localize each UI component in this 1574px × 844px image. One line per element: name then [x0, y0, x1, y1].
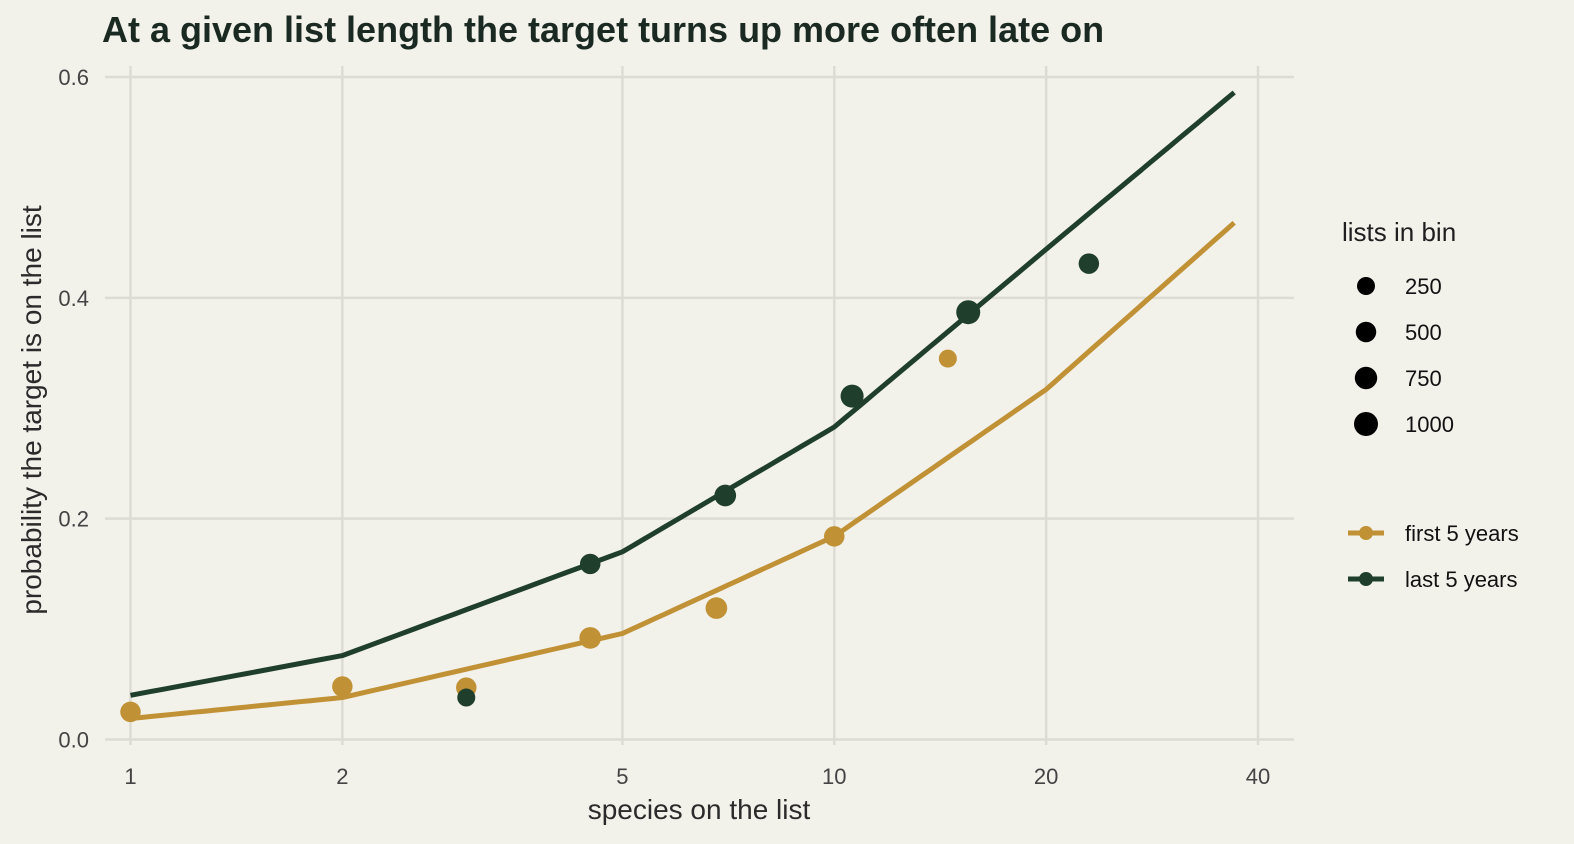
- data-point-last-5-years: [956, 300, 981, 325]
- data-point-first-5-years: [120, 701, 141, 723]
- data-point-first-5-years: [332, 676, 353, 697]
- size-legend-label: 500: [1405, 320, 1442, 345]
- fit-line-first-5-years: [130, 220, 1236, 721]
- data-point-last-5-years: [714, 484, 737, 507]
- x-tick-label: 10: [822, 764, 846, 789]
- size-legend-label: 1000: [1405, 412, 1454, 437]
- x-tick-label: 2: [336, 764, 348, 789]
- size-legend-key: [1355, 321, 1377, 343]
- size-legend-label: 750: [1405, 366, 1442, 391]
- data-point-first-5-years: [705, 597, 728, 619]
- data-points: [120, 253, 1100, 723]
- y-tick-label: 0.4: [58, 286, 89, 311]
- x-tick-label: 5: [616, 764, 628, 789]
- size-legend-title: lists in bin: [1342, 217, 1456, 247]
- data-point-last-5-years: [840, 384, 864, 408]
- size-legend: 250 500 750 1000: [1354, 274, 1454, 437]
- y-tick-label: 0.2: [58, 507, 89, 532]
- x-tick-labels: 1 2 5 10 20 40: [124, 764, 1270, 789]
- y-axis-title: probability the target is on the list: [16, 205, 47, 615]
- color-legend-label: last 5 years: [1405, 567, 1518, 592]
- data-point-first-5-years: [579, 627, 602, 649]
- size-legend-label: 250: [1405, 274, 1442, 299]
- size-legend-key: [1354, 412, 1378, 436]
- x-axis-title: species on the list: [588, 794, 811, 825]
- color-legend-dot: [1359, 572, 1373, 586]
- size-legend-key: [1357, 277, 1375, 295]
- legend: lists in bin 250 500 750 1000 first 5 years…: [1342, 217, 1519, 592]
- x-tick-label: 20: [1034, 764, 1058, 789]
- data-point-last-5-years: [457, 688, 476, 707]
- y-tick-label: 0.0: [58, 727, 89, 752]
- x-tick-label: 1: [124, 764, 136, 789]
- size-legend-key: [1354, 366, 1378, 390]
- y-tick-label: 0.6: [58, 65, 89, 90]
- x-tick-label: 40: [1246, 764, 1270, 789]
- data-point-last-5-years: [1078, 253, 1100, 274]
- gridlines: [105, 66, 1294, 745]
- y-tick-labels: 0.0 0.2 0.4 0.6: [58, 65, 89, 752]
- chart-title: At a given list length the target turns …: [102, 9, 1104, 50]
- color-legend-dot: [1359, 526, 1373, 540]
- fit-lines: [130, 90, 1236, 721]
- data-point-first-5-years: [824, 526, 845, 547]
- data-point-last-5-years: [579, 553, 601, 575]
- color-legend: first 5 years last 5 years: [1348, 521, 1519, 592]
- color-legend-label: first 5 years: [1405, 521, 1519, 546]
- data-point-first-5-years: [938, 349, 957, 368]
